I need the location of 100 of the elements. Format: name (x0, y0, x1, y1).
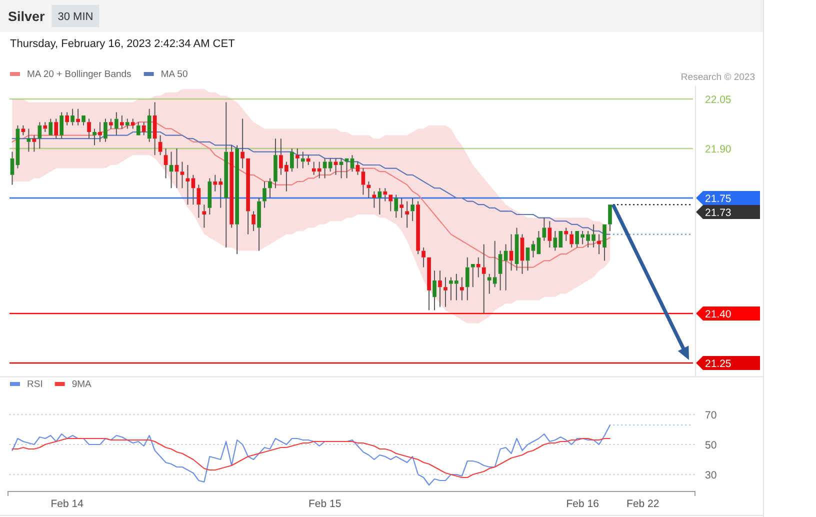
y-tick-label: 30 (705, 470, 717, 482)
ref-line-label: 21.73 (705, 207, 732, 219)
candlestick (174, 148, 179, 189)
candlestick (130, 118, 135, 130)
y-tick-label: 50 (705, 440, 717, 452)
candlestick (372, 190, 376, 208)
candlestick (82, 116, 86, 126)
candlestick (410, 198, 414, 222)
candlestick (520, 234, 524, 274)
candlestick (257, 198, 261, 252)
candlestick (542, 217, 546, 242)
candlestick (38, 122, 42, 149)
legend-label: MA 20 + Bollinger Bands (27, 69, 132, 80)
candlestick (405, 200, 410, 228)
candlestick (98, 122, 102, 142)
candlestick (70, 108, 74, 126)
candlestick (202, 204, 206, 228)
candlestick (196, 184, 201, 218)
candlestick (514, 227, 519, 272)
y-tick-label: 21.90 (705, 144, 732, 156)
candlestick (87, 118, 91, 140)
x-tick-label: Feb 16 (566, 498, 600, 510)
candlestick (339, 158, 344, 179)
candlestick (295, 148, 300, 169)
candlestick (334, 158, 338, 176)
candlestick (92, 128, 96, 146)
candlestick (262, 181, 266, 208)
candlestick (114, 112, 118, 136)
candlestick (104, 118, 108, 142)
candlestick (21, 124, 26, 136)
candlestick (465, 256, 470, 301)
line-series (12, 424, 611, 486)
candlestick (120, 115, 124, 130)
candlestick (531, 240, 536, 258)
legend-label: MA 50 (160, 69, 188, 80)
candlestick (125, 118, 130, 130)
candlestick (152, 102, 157, 156)
candlestick (328, 158, 332, 172)
y-tick-label: 21.40 (705, 308, 732, 320)
chart-title: Silver (8, 9, 46, 24)
candlestick (290, 148, 294, 172)
candlestick (235, 144, 240, 255)
y-tick-label: 21.25 (705, 358, 732, 370)
legend-label: 9MA (72, 379, 92, 390)
candlestick (169, 151, 174, 189)
candlestick (274, 138, 278, 189)
candlestick (136, 122, 140, 136)
candlestick (180, 161, 184, 189)
candlestick (597, 234, 601, 255)
candlestick (54, 118, 58, 140)
candlestick (26, 128, 31, 152)
candlestick (76, 108, 80, 126)
x-tick-label: Feb 22 (626, 498, 660, 510)
candlestick (350, 154, 354, 172)
candlestick (548, 220, 552, 248)
y-tick-label: 21.75 (705, 193, 732, 205)
candlestick (306, 154, 310, 166)
candlestick (460, 276, 464, 301)
candlestick (361, 168, 366, 196)
candlestick (608, 204, 612, 232)
candlestick (191, 174, 196, 206)
candlestick (186, 164, 190, 206)
candlestick (224, 102, 228, 248)
candlestick (482, 244, 486, 314)
candlestick (60, 112, 64, 140)
candlestick (498, 250, 502, 291)
candlestick (109, 118, 113, 130)
candlestick (432, 270, 436, 311)
candlestick (147, 108, 152, 142)
candlestick (252, 210, 256, 232)
line-series (12, 438, 611, 478)
candlestick (416, 200, 420, 255)
y-tick-label: 22.05 (705, 94, 732, 106)
candlestick (476, 256, 480, 278)
candlestick (602, 224, 606, 262)
candlestick (48, 118, 53, 136)
candlestick (246, 158, 250, 235)
candlestick (444, 276, 448, 308)
candlestick (322, 158, 327, 179)
candlestick (438, 270, 442, 308)
candlestick (383, 188, 388, 202)
candlestick (570, 230, 574, 248)
candlestick (65, 112, 69, 126)
x-tick-label: Feb 14 (50, 498, 84, 510)
legend-label: RSI (27, 379, 43, 390)
candlestick (400, 198, 404, 218)
y-tick-label: 70 (705, 410, 717, 422)
candlestick (240, 118, 244, 169)
candlestick (378, 188, 382, 215)
chart-subtitle: Thursday, February 16, 2023 2:42:34 AM CET (10, 38, 236, 50)
candlestick (422, 247, 426, 268)
candlestick (394, 194, 398, 218)
candlestick (564, 227, 568, 242)
candlestick (164, 148, 168, 179)
candlestick (43, 122, 48, 132)
candlestick (470, 264, 475, 288)
candlestick (526, 248, 530, 272)
candlestick (536, 230, 541, 254)
text: 30 MIN (58, 11, 94, 23)
candlestick (10, 151, 14, 186)
